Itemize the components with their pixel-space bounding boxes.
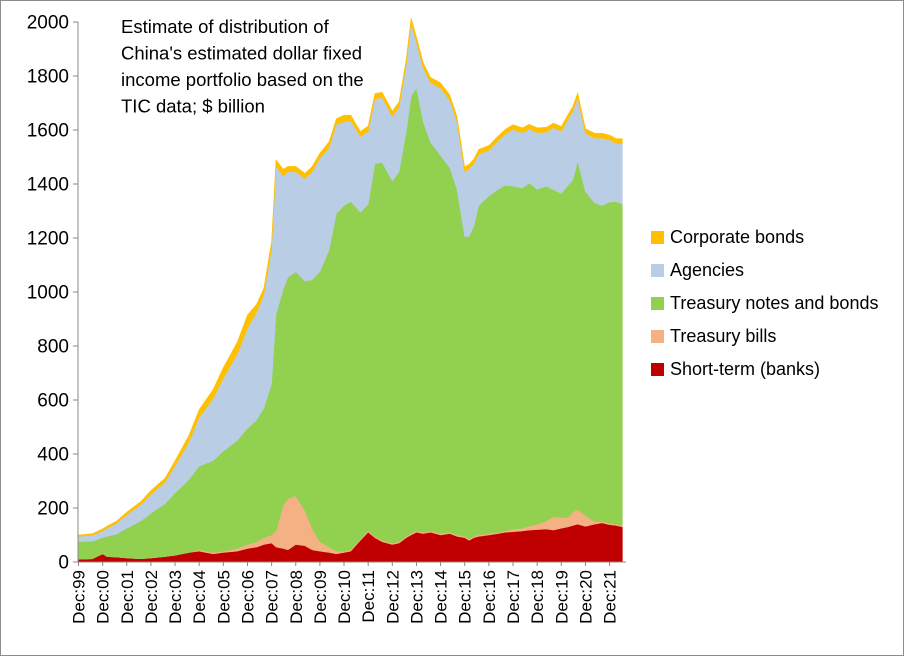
y-tick-label: 1000 [27, 283, 69, 304]
x-tick-label: Dec:03 [166, 570, 185, 624]
legend-swatch [651, 264, 664, 277]
x-tick-label: Dec:14 [432, 570, 451, 624]
legend: Corporate bonds Agencies Treasury notes an… [651, 227, 878, 379]
y-axis-ticks: 0 200 400 600 800 1000 1200 1400 1600 1800 2000 [27, 13, 78, 574]
x-tick-label: Dec:07 [263, 570, 282, 624]
legend-label: Short-term (banks) [670, 359, 820, 379]
x-tick-label: Dec:04 [190, 570, 209, 624]
y-tick-label: 1600 [27, 121, 69, 142]
x-tick-label: Dec:16 [480, 570, 499, 624]
x-tick-label: Dec:06 [238, 570, 257, 624]
x-tick-label: Dec:20 [576, 570, 595, 624]
legend-item-short-term-banks: Short-term (banks) [651, 359, 820, 379]
legend-label: Agencies [670, 260, 744, 280]
x-tick-label: Dec:17 [504, 570, 523, 624]
chart-title-line: China's estimated dollar fixed [121, 43, 362, 64]
legend-label: Treasury notes and bonds [670, 293, 878, 313]
x-tick-label: Dec:15 [456, 570, 475, 624]
y-tick-label: 600 [37, 391, 69, 412]
x-tick-label: Dec:02 [142, 570, 161, 624]
x-tick-label: Dec:21 [601, 570, 620, 624]
y-tick-label: 1800 [27, 67, 69, 88]
x-tick-label: Dec:10 [335, 570, 354, 624]
x-tick-label: Dec:19 [552, 570, 571, 624]
legend-label: Corporate bonds [670, 227, 804, 247]
x-tick-label: Dec:99 [69, 570, 88, 624]
legend-label: Treasury bills [670, 326, 776, 346]
x-tick-label: Dec:00 [94, 570, 113, 624]
y-tick-label: 400 [37, 445, 69, 466]
stacked-areas [78, 17, 623, 563]
legend-item-treasury-notes-and-bonds: Treasury notes and bonds [651, 293, 878, 313]
legend-item-treasury-bills: Treasury bills [651, 326, 776, 346]
x-tick-label: Dec:13 [407, 570, 426, 624]
y-tick-label: 0 [58, 553, 69, 574]
legend-item-agencies: Agencies [651, 260, 744, 280]
x-tick-label: Dec:12 [383, 570, 402, 624]
y-tick-label: 200 [37, 499, 69, 520]
legend-swatch [651, 231, 664, 244]
x-tick-label: Dec:01 [118, 570, 137, 624]
legend-swatch [651, 330, 664, 343]
x-axis-ticks: Dec:99 Dec:00 Dec:01 Dec:02 Dec:03 Dec:04 Dec:… [69, 562, 620, 624]
x-tick-label: Dec:11 [359, 570, 378, 623]
legend-item-corporate-bonds: Corporate bonds [651, 227, 804, 247]
chart-title-line: TIC data; $ billion [121, 96, 265, 117]
x-tick-label: Dec:05 [214, 570, 233, 624]
y-tick-label: 1200 [27, 229, 69, 250]
y-tick-label: 800 [37, 337, 69, 358]
y-tick-label: 2000 [27, 13, 69, 34]
x-tick-label: Dec:18 [528, 570, 547, 624]
chart-title-line: Estimate of distribution of [121, 16, 330, 37]
chart-title: Estimate of distribution of China's estim… [121, 16, 364, 117]
legend-swatch [651, 363, 664, 376]
chart-title-line: income portfolio based on the [121, 69, 364, 90]
y-tick-label: 1400 [27, 175, 69, 196]
x-tick-label: Dec:09 [311, 570, 330, 624]
x-tick-label: Dec:08 [287, 570, 306, 624]
area-corporate-bonds [78, 17, 623, 537]
legend-swatch [651, 297, 664, 310]
